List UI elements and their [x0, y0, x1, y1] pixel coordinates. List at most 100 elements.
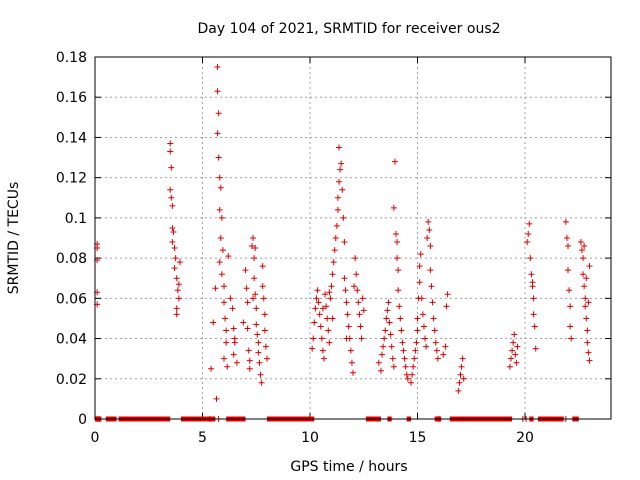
data-point	[221, 299, 227, 306]
data-point	[357, 323, 364, 330]
data-point	[420, 323, 427, 330]
y-axis-label: SRMTID / TECUs	[6, 182, 22, 295]
data-point	[388, 343, 395, 350]
data-point	[231, 335, 238, 342]
data-point	[341, 275, 348, 282]
data-point	[389, 355, 396, 362]
data-point	[213, 395, 220, 402]
data-point	[412, 347, 419, 354]
data-point	[233, 359, 240, 366]
data-point	[253, 321, 260, 328]
data-point	[311, 319, 318, 326]
y-tick-label: 0.06	[56, 291, 87, 307]
x-tick-label: 20	[516, 430, 534, 446]
data-point	[581, 283, 588, 290]
data-point	[440, 351, 447, 358]
data-point	[401, 355, 408, 362]
data-point	[310, 335, 317, 342]
data-point	[382, 327, 389, 334]
data-point	[324, 315, 331, 322]
data-point	[251, 275, 258, 282]
data-point	[397, 315, 404, 322]
data-point	[508, 355, 515, 362]
data-point	[402, 363, 409, 370]
data-point	[532, 345, 539, 352]
data-point	[171, 245, 178, 252]
y-tick-label: 0.14	[56, 130, 87, 146]
data-point	[563, 235, 570, 241]
data-point	[459, 355, 466, 362]
data-point	[586, 263, 593, 270]
data-point	[390, 363, 397, 370]
data-point	[431, 327, 438, 334]
data-point	[168, 164, 175, 171]
data-point	[214, 88, 221, 95]
data-point	[410, 363, 417, 370]
data-point	[528, 271, 535, 278]
data-point	[243, 285, 250, 292]
data-point	[351, 283, 358, 290]
data-point	[261, 311, 268, 318]
data-point	[509, 347, 516, 354]
data-point	[229, 305, 236, 312]
data-point	[167, 148, 174, 155]
data-point	[175, 295, 182, 302]
data-point	[511, 331, 518, 338]
data-point	[393, 230, 399, 237]
data-point	[318, 335, 325, 342]
data-point	[173, 311, 180, 318]
data-point	[568, 335, 575, 342]
data-point	[246, 365, 253, 372]
data-point	[413, 339, 420, 346]
data-point	[584, 339, 591, 346]
data-point	[400, 347, 407, 354]
data-point	[395, 267, 402, 274]
data-point	[430, 315, 437, 322]
data-point	[223, 339, 230, 346]
data-point	[319, 305, 326, 312]
data-point	[309, 345, 316, 352]
x-tick-label: 10	[301, 430, 319, 446]
data-point	[329, 315, 336, 322]
data-point	[394, 239, 401, 246]
data-point	[216, 259, 223, 266]
data-point	[330, 259, 337, 266]
data-point	[514, 343, 521, 350]
data-point	[230, 325, 237, 332]
data-point	[216, 206, 223, 213]
data-point	[259, 263, 266, 270]
data-point	[322, 291, 329, 298]
data-point	[581, 243, 588, 250]
data-point	[312, 305, 319, 312]
data-point	[254, 331, 261, 338]
data-point	[567, 323, 574, 330]
data-point	[344, 311, 351, 318]
data-point	[513, 359, 520, 366]
data-point	[583, 315, 590, 322]
data-point	[566, 287, 573, 294]
data-point	[175, 281, 182, 288]
data-point	[261, 327, 268, 334]
data-point	[391, 158, 398, 165]
x-axis-label: GPS time / hours	[290, 459, 407, 475]
data-point	[167, 140, 174, 147]
data-point	[168, 194, 175, 201]
data-point	[262, 343, 269, 350]
data-point	[525, 230, 532, 237]
data-point	[264, 355, 270, 362]
data-point	[334, 194, 341, 201]
data-point	[326, 339, 333, 346]
y-tick-label: 0.1	[65, 211, 87, 227]
data-point	[343, 335, 350, 342]
data-point	[567, 303, 574, 310]
data-point	[530, 295, 537, 302]
data-point	[354, 287, 361, 294]
data-point	[256, 359, 263, 366]
data-point	[427, 267, 434, 274]
data-point	[218, 214, 225, 221]
data-point	[584, 327, 591, 334]
data-point	[253, 305, 260, 312]
data-point	[317, 323, 324, 330]
data-point	[416, 279, 423, 286]
data-point	[442, 343, 449, 350]
